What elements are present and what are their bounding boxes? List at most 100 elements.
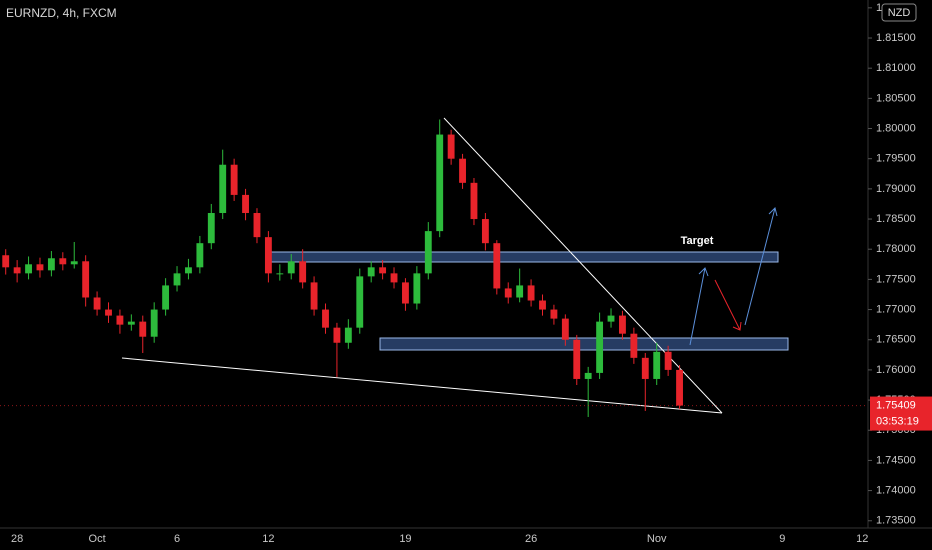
candle-body bbox=[322, 309, 329, 328]
candle-body bbox=[82, 261, 90, 298]
candle-body bbox=[127, 321, 135, 325]
candle-body bbox=[470, 182, 478, 220]
candle-body bbox=[413, 273, 421, 304]
y-tick-label: 1.79500 bbox=[876, 153, 916, 165]
candle-body bbox=[276, 273, 284, 275]
y-tick-label: 1.78000 bbox=[876, 243, 916, 255]
candle-body bbox=[379, 267, 387, 274]
candle-body bbox=[596, 321, 604, 373]
y-tick-label: 1.78500 bbox=[876, 213, 916, 225]
y-tick-label: 1.80000 bbox=[876, 122, 916, 134]
candle-body bbox=[333, 327, 341, 343]
candle-body bbox=[367, 267, 375, 277]
candle-body bbox=[207, 213, 215, 244]
candle-body bbox=[310, 282, 318, 310]
candle-body bbox=[436, 134, 444, 232]
candle-body bbox=[653, 351, 661, 379]
annotation: Target bbox=[681, 235, 714, 247]
x-tick-label: Oct bbox=[89, 533, 106, 545]
chart-title: EURNZD, 4h, FXCM bbox=[6, 6, 117, 20]
trendline-lower bbox=[121, 357, 723, 414]
candle-body bbox=[2, 255, 10, 268]
candle-body bbox=[59, 258, 67, 265]
candle-body bbox=[619, 315, 626, 334]
y-tick-label: 1.77500 bbox=[876, 273, 916, 285]
y-tick-label: 1.74500 bbox=[876, 454, 916, 466]
candle-body bbox=[607, 315, 615, 322]
x-tick-label: 12 bbox=[262, 533, 274, 545]
candle-body bbox=[230, 164, 238, 195]
arrow-down bbox=[714, 279, 742, 331]
candle-body bbox=[402, 282, 409, 304]
candle-body bbox=[25, 264, 32, 274]
candle-body bbox=[93, 297, 101, 310]
candle-body bbox=[584, 372, 592, 379]
support-zone bbox=[379, 337, 789, 351]
candle-body bbox=[539, 300, 546, 310]
candle-body bbox=[150, 309, 158, 337]
candle-body bbox=[390, 273, 398, 283]
candle-body bbox=[641, 357, 649, 379]
x-tick-label: 6 bbox=[174, 533, 180, 545]
candle-body bbox=[481, 219, 489, 244]
candle-body bbox=[299, 261, 307, 283]
candle-body bbox=[264, 237, 272, 274]
candle-body bbox=[36, 264, 44, 271]
candle-body bbox=[561, 318, 569, 340]
candle-body bbox=[47, 258, 55, 271]
arrow-up bbox=[744, 207, 778, 326]
candle-body bbox=[219, 164, 227, 214]
x-tick-label: 9 bbox=[779, 533, 785, 545]
x-tick-label: Nov bbox=[647, 533, 667, 545]
candle-body bbox=[573, 339, 581, 379]
currency-badge[interactable] bbox=[881, 3, 917, 22]
y-tick-label: 1.76500 bbox=[876, 334, 916, 346]
candle-body bbox=[459, 158, 466, 183]
currency-label: NZD bbox=[888, 7, 911, 19]
x-tick-label: 28 bbox=[11, 533, 23, 545]
candle-body bbox=[504, 288, 512, 298]
candle-body bbox=[664, 351, 672, 370]
candle-body bbox=[242, 194, 249, 214]
candle-body bbox=[162, 285, 170, 310]
resistance-zone bbox=[269, 251, 779, 263]
candle-body bbox=[630, 333, 638, 358]
x-tick-label: 12 bbox=[856, 533, 868, 545]
y-tick-label: 1.80500 bbox=[876, 92, 916, 104]
y-tick-label: 1.73500 bbox=[876, 515, 916, 527]
candle-body bbox=[516, 285, 524, 298]
candle-body bbox=[676, 369, 683, 406]
countdown-label: 03:53:19 bbox=[876, 415, 919, 427]
y-tick-label: 1.81500 bbox=[876, 32, 916, 44]
y-tick-label: 1.77000 bbox=[876, 303, 916, 315]
candle-body bbox=[173, 273, 181, 286]
candle-body bbox=[344, 327, 352, 343]
last-price-label: 1.75409 bbox=[876, 399, 916, 411]
y-tick-label: 1.74000 bbox=[876, 484, 916, 496]
candle-body bbox=[356, 276, 364, 328]
candle-body bbox=[13, 267, 21, 274]
candle-body bbox=[139, 321, 147, 337]
candle-body bbox=[196, 243, 204, 268]
candle-body bbox=[550, 309, 558, 319]
y-tick-label: 1.81000 bbox=[876, 62, 916, 74]
trendline-upper bbox=[443, 117, 723, 414]
candle-body bbox=[70, 261, 78, 265]
y-tick-label: 1.76000 bbox=[876, 364, 916, 376]
candle-body bbox=[105, 309, 112, 316]
candle-body bbox=[424, 231, 432, 274]
x-tick-label: 26 bbox=[525, 533, 537, 545]
candle-body bbox=[185, 267, 192, 274]
candle-body bbox=[447, 134, 455, 159]
candle-body bbox=[253, 213, 261, 238]
y-tick-label: 1.79000 bbox=[876, 183, 916, 195]
candle-body bbox=[527, 285, 535, 301]
candle-body bbox=[116, 315, 124, 325]
candle-body bbox=[287, 261, 295, 274]
drawings: Target bbox=[121, 117, 789, 414]
arrow-up bbox=[689, 267, 709, 346]
candle-body bbox=[493, 243, 501, 289]
x-tick-label: 19 bbox=[399, 533, 411, 545]
